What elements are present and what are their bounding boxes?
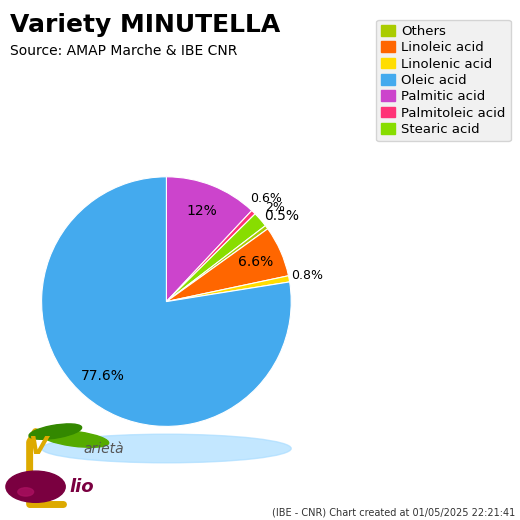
Text: arietà: arietà: [83, 443, 124, 456]
Legend: Others, Linoleic acid, Linolenic acid, Oleic acid, Palmitic acid, Palmitoleic ac: Others, Linoleic acid, Linolenic acid, O…: [376, 20, 511, 141]
Wedge shape: [166, 226, 268, 302]
Text: V: V: [28, 435, 47, 459]
Text: 0.8%: 0.8%: [292, 269, 323, 282]
Ellipse shape: [42, 434, 291, 463]
Circle shape: [18, 488, 34, 496]
Circle shape: [6, 471, 65, 502]
Text: Source: AMAP Marche & IBE CNR: Source: AMAP Marche & IBE CNR: [10, 44, 238, 58]
Ellipse shape: [29, 424, 82, 439]
Wedge shape: [166, 276, 290, 302]
Text: lio: lio: [69, 478, 94, 496]
Text: 2%: 2%: [265, 201, 284, 214]
Wedge shape: [166, 229, 289, 302]
Wedge shape: [166, 214, 265, 302]
Text: 77.6%: 77.6%: [81, 369, 125, 383]
Ellipse shape: [42, 431, 109, 447]
Text: 12%: 12%: [187, 204, 217, 218]
Wedge shape: [42, 177, 291, 426]
Wedge shape: [166, 177, 252, 302]
Text: 6.6%: 6.6%: [238, 255, 273, 269]
Text: 0.6%: 0.6%: [251, 192, 282, 205]
Text: (IBE - CNR) Chart created at 01/05/2025 22:21:41: (IBE - CNR) Chart created at 01/05/2025 …: [271, 508, 515, 517]
Wedge shape: [166, 211, 255, 302]
Text: 0.5%: 0.5%: [264, 209, 299, 223]
Text: Variety MINUTELLA: Variety MINUTELLA: [10, 13, 281, 37]
